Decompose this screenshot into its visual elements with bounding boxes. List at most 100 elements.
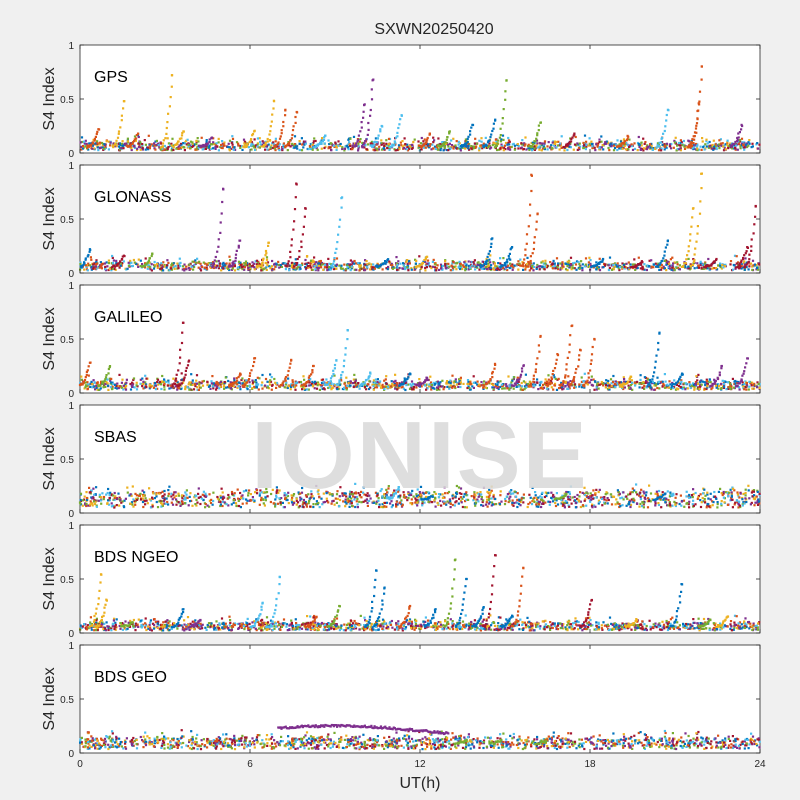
data-point (556, 264, 560, 267)
data-point (497, 381, 500, 384)
data-point (145, 386, 148, 389)
data-point (528, 261, 531, 264)
data-point (693, 138, 696, 141)
data-point (449, 382, 452, 385)
data-point (322, 387, 325, 390)
data-point (172, 266, 175, 269)
data-point (512, 378, 515, 381)
data-point (665, 386, 668, 389)
data-point (419, 142, 422, 145)
data-point (119, 262, 122, 265)
data-point (156, 265, 159, 268)
data-point (508, 385, 511, 388)
data-point (719, 266, 722, 269)
data-point (162, 269, 165, 272)
data-point (694, 380, 697, 384)
data-point (692, 207, 695, 210)
data-point (685, 386, 688, 390)
data-point (171, 74, 174, 77)
data-point (484, 386, 487, 389)
data-point (363, 268, 366, 271)
data-point (499, 266, 502, 269)
data-point (710, 263, 713, 266)
data-point (624, 140, 627, 143)
data-point (473, 142, 476, 145)
data-point (569, 266, 572, 269)
data-point (457, 147, 460, 150)
data-point (366, 133, 369, 136)
data-point (139, 148, 142, 151)
data-point (397, 144, 401, 147)
data-point (608, 386, 611, 389)
data-point (643, 147, 646, 150)
data-point (429, 381, 433, 384)
data-point (710, 388, 713, 391)
data-point (643, 376, 646, 379)
data-point (362, 146, 365, 149)
data-point (750, 249, 753, 252)
data-point (678, 141, 681, 145)
data-point (411, 147, 414, 150)
data-point (733, 380, 736, 383)
data-point (379, 128, 382, 131)
data-point (481, 147, 484, 150)
data-point (289, 385, 293, 388)
data-point (608, 384, 611, 388)
data-point (304, 140, 307, 143)
data-point (570, 263, 573, 266)
data-point (217, 141, 220, 144)
y-tick-label: 0.5 (60, 215, 74, 226)
data-point (305, 255, 309, 258)
data-point (408, 387, 412, 390)
data-point (280, 265, 283, 268)
data-point (524, 136, 527, 139)
data-point (398, 147, 401, 150)
data-point (84, 381, 87, 384)
data-point (482, 144, 485, 147)
data-point (574, 386, 577, 389)
data-point (370, 98, 374, 101)
data-point (530, 189, 533, 193)
data-point (89, 382, 92, 385)
data-point (487, 262, 490, 265)
data-point (560, 263, 563, 266)
data-point (430, 385, 433, 388)
data-point (206, 142, 209, 145)
data-point (394, 141, 397, 144)
data-point (232, 263, 235, 266)
data-point (530, 263, 533, 266)
data-point (147, 134, 150, 137)
data-point (640, 141, 643, 144)
data-point (208, 141, 211, 144)
data-point (278, 143, 281, 146)
data-point (735, 262, 738, 265)
data-point (747, 261, 750, 264)
data-point (520, 143, 524, 146)
data-point (708, 140, 711, 144)
data-point (160, 262, 163, 265)
data-point (750, 238, 753, 241)
data-point (237, 244, 240, 247)
data-point (121, 258, 124, 261)
data-point (540, 261, 543, 264)
data-point (448, 132, 451, 135)
data-point (724, 143, 727, 146)
data-point (324, 145, 327, 148)
data-point (125, 142, 128, 145)
data-point (158, 264, 161, 267)
data-point (314, 380, 317, 383)
data-point (536, 212, 539, 215)
data-point (426, 144, 429, 147)
data-point (370, 263, 373, 266)
data-point (618, 147, 621, 150)
data-point (419, 144, 422, 147)
data-point (472, 147, 475, 150)
data-point (191, 381, 194, 384)
data-point (411, 388, 414, 391)
data-point (486, 259, 489, 262)
data-point (590, 264, 593, 267)
data-point (643, 263, 646, 266)
data-point (181, 378, 184, 381)
data-point (454, 380, 457, 383)
data-point (270, 265, 273, 268)
